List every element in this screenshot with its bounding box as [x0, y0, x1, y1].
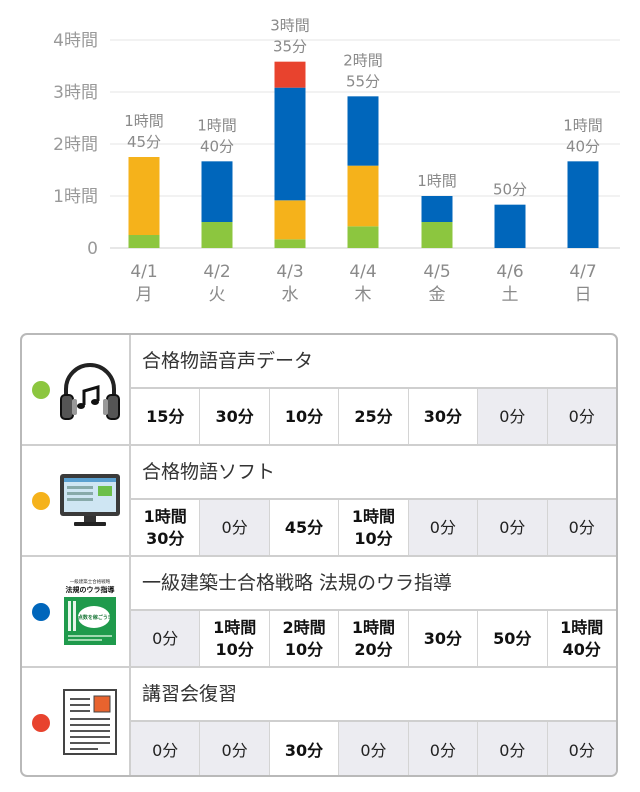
data-label: 55分	[346, 72, 380, 90]
bar-segment	[274, 87, 306, 201]
data-label: 3時間	[270, 17, 310, 35]
data-label: 40分	[200, 137, 234, 155]
time-cell: 10分	[270, 389, 340, 444]
time-cells: 15分 30分 10分 25分 30分 0分 0分	[131, 389, 616, 444]
time-cell: 0分	[478, 500, 548, 555]
material-row-review: 講習会復習 0分 0分 30分 0分 0分 0分 0分	[22, 668, 616, 775]
series-dot-green	[32, 381, 50, 399]
x-tick-weekday: 日	[575, 285, 592, 305]
data-label: 40分	[566, 137, 600, 155]
time-cell: 50分	[478, 611, 548, 666]
bar-segment	[421, 196, 453, 222]
time-cell: 2時間 10分	[270, 611, 340, 666]
bar-segment	[274, 200, 306, 240]
document-icon	[63, 689, 117, 755]
x-tick-label: 4/4	[349, 262, 376, 282]
data-label: 35分	[273, 38, 307, 56]
monitor-icon	[60, 474, 120, 526]
bar-segment	[128, 157, 160, 235]
x-tick-weekday: 木	[355, 285, 372, 305]
data-label: 2時間	[343, 51, 383, 69]
data-label: 1時間	[417, 172, 457, 190]
time-cell: 30分	[270, 722, 340, 775]
x-tick-label: 4/3	[276, 262, 303, 282]
material-name: 合格物語ソフト	[131, 446, 616, 500]
x-tick-label: 4/7	[569, 262, 596, 282]
time-cells: 0分 0分 30分 0分 0分 0分 0分	[131, 722, 616, 775]
x-tick-label: 4/6	[496, 262, 523, 282]
book-catch-text: 点数を稼ごう!	[78, 614, 110, 621]
time-cell: 15分	[131, 389, 201, 444]
y-tick-label: 2時間	[53, 135, 98, 155]
x-tick-weekday: 火	[209, 285, 226, 305]
series-dot-yellow	[32, 492, 50, 510]
y-tick-label: 0	[87, 239, 98, 259]
bar-segment	[347, 96, 379, 166]
time-cell: 30分	[200, 389, 270, 444]
time-cell: 0分	[547, 722, 616, 775]
bar-segment	[128, 235, 160, 248]
time-cells: 1時間 30分 0分 45分 1時間 10分 0分 0分 0分	[131, 500, 616, 555]
time-cell: 0分	[408, 722, 479, 775]
time-cell: 1時間 10分	[200, 611, 270, 666]
material-row-software: 合格物語ソフト 1時間 30分 0分 45分 1時間 10分 0分 0分 0分	[22, 446, 616, 557]
data-label: 1時間	[563, 116, 603, 134]
bar-segment	[201, 222, 233, 248]
y-tick-label: 4時間	[53, 31, 98, 51]
time-cell: 0分	[478, 722, 548, 775]
bar-segment	[567, 161, 599, 248]
material-name: 合格物語音声データ	[131, 335, 616, 389]
time-cell: 0分	[339, 722, 409, 775]
bar-segment	[494, 204, 526, 248]
time-cell: 45分	[270, 500, 340, 555]
time-cell: 30分	[409, 389, 479, 444]
time-cell: 1時間 40分	[560, 617, 604, 659]
time-cell: 1時間 20分	[339, 611, 409, 666]
y-tick-label: 1時間	[53, 187, 98, 207]
study-time-chart: 0 1時間 2時間 3時間 4時間 1時間 45分 4/1 月 1時間 40分 4/2 火 3時間 35分 4…	[53, 17, 620, 305]
x-tick-weekday: 土	[502, 285, 519, 305]
bar-segment	[274, 239, 306, 248]
data-label: 50分	[493, 181, 527, 199]
bar-segment	[201, 161, 233, 222]
time-cell: 0分	[408, 500, 479, 555]
material-row-book: 一級建築士合格戦略 法規のウラ指導 点数を稼ごう! 一級建築士合格戦略 法規のウ…	[22, 557, 616, 668]
series-dot-red	[32, 714, 50, 732]
bar-segment	[274, 61, 306, 88]
book-title-text: 法規のウラ指導	[66, 585, 115, 594]
time-cell: 0分	[547, 500, 616, 555]
series-dot-blue	[32, 603, 50, 621]
data-label: 1時間	[124, 112, 164, 130]
material-name: 講習会復習	[131, 668, 616, 722]
time-cell: 0分	[200, 500, 270, 555]
x-tick-weekday: 水	[282, 285, 299, 305]
time-cell: 25分	[339, 389, 409, 444]
x-tick-weekday: 月	[136, 285, 153, 305]
time-cell: 0分	[200, 722, 270, 775]
bar-segment	[347, 165, 379, 227]
time-cell: 30分	[409, 611, 479, 666]
headphones-icon	[60, 363, 120, 420]
time-cell: 0分	[131, 611, 201, 666]
y-tick-label: 3時間	[53, 83, 98, 103]
x-tick-label: 4/5	[423, 262, 450, 282]
time-cell: 0分	[131, 722, 201, 775]
data-label: 45分	[127, 133, 161, 151]
book-small-text: 一級建築士合格戦略	[70, 578, 111, 585]
bar-segment	[421, 222, 453, 248]
x-tick-weekday: 金	[429, 285, 446, 305]
x-tick-label: 4/1	[130, 262, 157, 282]
time-cells: 0分 1時間 10分 2時間 10分 1時間 20分 30分 50分 1時間 40分	[131, 611, 616, 666]
time-cell: 0分	[478, 389, 548, 444]
time-cell: 1時間 30分	[131, 500, 201, 555]
time-cell: 0分	[547, 389, 616, 444]
bar-segment	[347, 226, 379, 248]
material-row-audio: 合格物語音声データ 15分 30分 10分 25分 30分 0分 0分	[22, 335, 616, 446]
data-label: 1時間	[197, 116, 237, 134]
time-cell: 1時間 10分	[339, 500, 409, 555]
materials-table: 合格物語音声データ 15分 30分 10分 25分 30分 0分 0分 合格物語ソフト 1時…	[20, 333, 618, 777]
material-name: 一級建築士合格戦略 法規のウラ指導	[131, 557, 616, 611]
book-cover-icon: 一級建築士合格戦略 法規のウラ指導 点数を稼ごう!	[64, 577, 116, 645]
x-tick-label: 4/2	[203, 262, 230, 282]
